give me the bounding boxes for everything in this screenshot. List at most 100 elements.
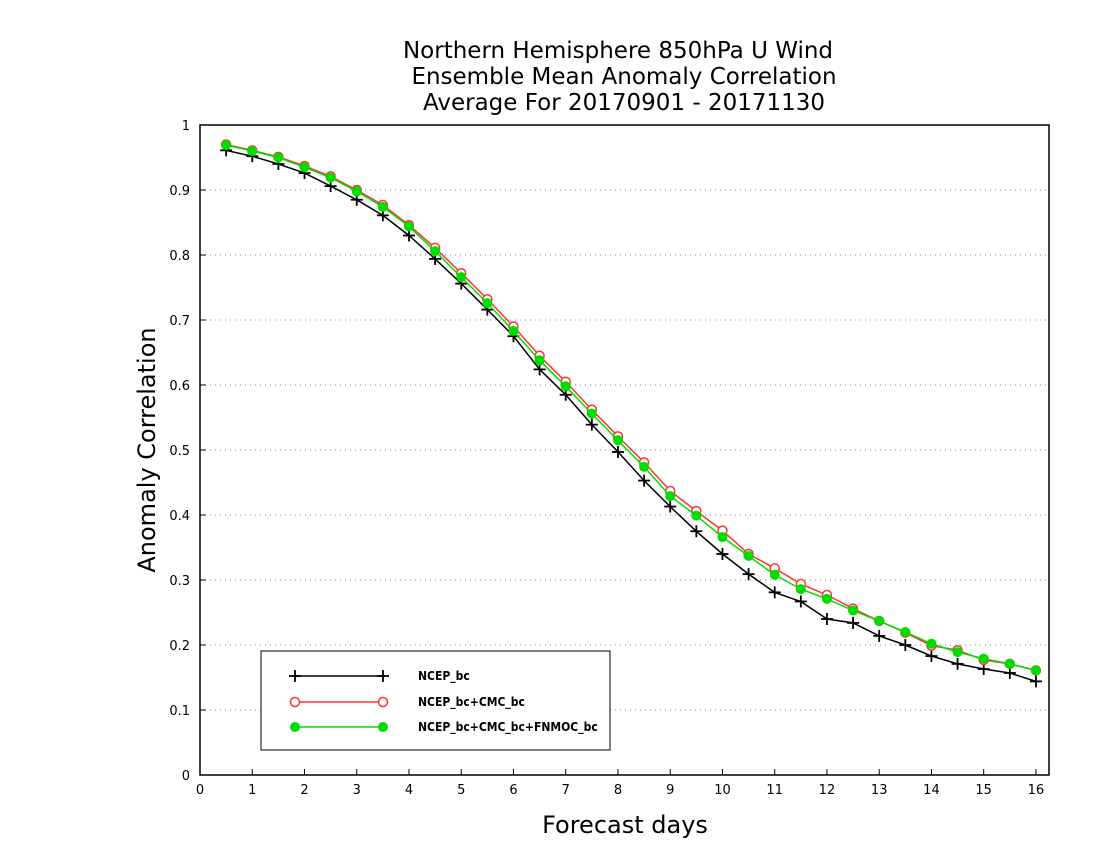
series-2-point-23 [821,593,832,604]
x-tick-label-12: 12 [819,783,836,798]
series-2-point-26 [900,627,911,637]
x-tick-label-13: 13 [871,783,888,798]
series-0-point-24 [847,616,860,629]
series-0-point-21 [768,586,781,599]
series-2-point-20 [743,550,754,561]
legend-marker-end-2 [378,722,388,732]
series-2-point-29 [978,653,989,664]
series-1 [220,139,1042,676]
series-0-point-14 [585,418,598,431]
x-tick-label-1: 1 [248,783,256,798]
series-2-point-16 [639,461,650,472]
series-0-point-12 [533,363,546,376]
legend-label-2: NCEP_bc+CMC_bc+FNMOC_bc [418,720,598,735]
series-0-point-17 [664,500,677,513]
series-2 [221,140,1041,676]
x-tick-label-15: 15 [975,783,992,798]
series-2-point-5 [351,186,362,197]
y-tick-label-9: 0.9 [169,184,190,199]
series-2-point-24 [848,605,859,616]
x-tick-label-11: 11 [766,783,783,798]
y-tick-label-1: 0.1 [169,704,190,719]
y-tick-label-8: 0.8 [169,249,190,264]
series-0-point-28 [951,657,964,670]
series-2-point-1 [247,146,258,156]
legend-box [260,650,611,751]
series-2-point-22 [795,584,806,595]
chart-title-line-3: Average For 20170901 - 20171130 [423,90,825,116]
series-2-point-31 [1030,665,1041,676]
series-2-point-27 [926,638,937,649]
series-2-point-9 [456,272,467,283]
y-tick-label-6: 0.6 [169,379,190,394]
series-0-point-23 [820,613,833,625]
series-2-point-13 [560,381,571,392]
legend-label-0: NCEP_bc [418,669,470,684]
series-0 [220,144,1042,688]
series-0-point-18 [690,525,703,538]
chart-title-line-1: Northern Hemisphere 850hPa U Wind [403,38,833,64]
x-tick-label-3: 3 [353,783,361,798]
legend-marker-start-0 [289,670,301,682]
series-line-1 [225,143,1037,672]
y-tick-label-7: 0.7 [169,314,190,329]
series-0-point-25 [873,629,886,642]
grid-lines [200,189,1049,711]
legend: NCEP_bc NCEP_bc+CMC_bc NCEP_bc+CMC_bc+FNMO… [260,650,611,751]
series-line-2 [225,144,1037,672]
y-tick-label-2: 0.2 [169,639,190,654]
legend-label-1: NCEP_bc+CMC_bc [418,695,525,710]
x-tick-label-7: 7 [562,783,570,798]
x-tick-label-0: 0 [196,783,204,798]
x-tick-label-5: 5 [457,783,465,798]
legend-marker-end-0 [377,670,389,682]
series-2-point-11 [508,326,519,337]
x-tick-label-16: 16 [1028,783,1045,798]
x-tick-label-6: 6 [509,783,517,798]
series-2-point-15 [612,435,623,446]
series-2-point-0 [221,140,232,151]
x-axis-ticks: 0 1 2 3 4 5 6 7 8 9 10 11 12 13 14 15 16 [196,769,1044,798]
series-2-point-30 [1004,658,1015,669]
series-2-point-6 [377,201,388,212]
series-lines [220,139,1042,688]
y-tick-label-0: 0 [182,769,190,784]
y-tick-label-3: 0.3 [169,574,190,589]
series-2-point-12 [534,355,545,366]
chart-title-line-2: Ensemble Mean Anomaly Correlation [411,64,836,90]
series-0-point-22 [794,595,807,608]
series-2-point-10 [482,298,493,309]
legend-entry-0: NCEP_bc [289,669,470,684]
series-2-point-14 [586,408,597,419]
series-2-point-2 [273,152,284,163]
y-tick-label-5: 0.5 [169,444,190,459]
x-tick-label-4: 4 [405,783,413,798]
series-2-point-25 [874,615,885,626]
y-tick-label-10: 1 [182,119,190,134]
legend-entry-1: NCEP_bc+CMC_bc [289,695,525,710]
series-2-point-19 [717,532,728,543]
x-tick-label-9: 9 [666,783,674,798]
y-tick-label-4: 0.4 [169,509,190,524]
series-2-point-8 [430,246,441,257]
legend-marker-start-2 [290,722,300,732]
series-0-point-31 [1029,675,1042,688]
legend-marker-start-1 [289,696,301,708]
x-tick-label-14: 14 [923,783,940,798]
series-2-point-7 [403,221,414,232]
series-0-point-19 [716,548,729,560]
series-0-point-27 [925,650,938,663]
series-2-point-3 [299,162,310,173]
series-2-point-17 [665,491,676,502]
y-axis-label: Anomaly Correlation [133,327,161,572]
series-0-point-16 [638,474,651,487]
x-tick-label-10: 10 [714,783,731,798]
series-0-point-20 [742,568,755,581]
legend-marker-end-1 [377,696,389,708]
series-2-point-4 [325,172,336,183]
series-2-point-21 [769,569,780,580]
x-tick-label-2: 2 [300,783,308,798]
series-0-point-26 [899,639,912,651]
series-2-point-28 [952,647,963,658]
